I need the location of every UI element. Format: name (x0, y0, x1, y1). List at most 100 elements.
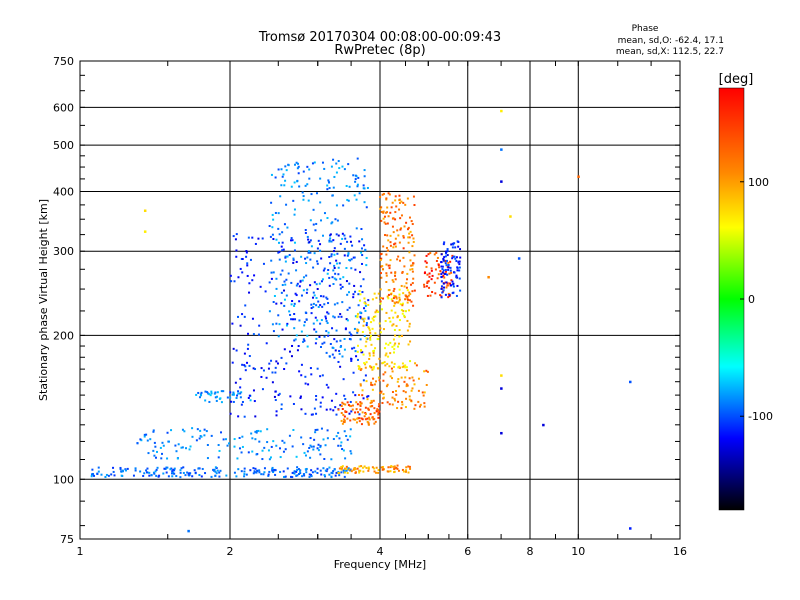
echo-point (392, 465, 395, 468)
echo-point (333, 303, 336, 306)
echo-point (402, 309, 405, 312)
echo-point (407, 471, 410, 474)
echo-point (386, 222, 389, 225)
echo-point (393, 470, 396, 473)
echo-point (326, 429, 329, 432)
echo-point (356, 185, 359, 188)
echo-point (335, 340, 338, 343)
echo-point (387, 192, 390, 195)
echo-point (338, 349, 341, 352)
echo-point (391, 279, 394, 282)
echo-point (316, 367, 319, 370)
echo-point (398, 296, 401, 299)
echo-point (258, 440, 261, 443)
echo-point (458, 269, 461, 272)
echo-point (261, 449, 264, 452)
echo-point (208, 400, 211, 403)
echo-point (293, 163, 296, 166)
echo-point (332, 239, 335, 242)
echo-point (447, 261, 450, 264)
echo-point (295, 294, 298, 297)
echo-point (148, 471, 151, 474)
echo-point (367, 395, 370, 398)
echo-point (289, 395, 292, 398)
echo-point (359, 338, 362, 341)
echo-point (398, 293, 401, 296)
echo-point (139, 470, 142, 473)
echo-point (179, 476, 182, 479)
echo-point (380, 466, 383, 469)
echo-point (444, 268, 447, 271)
echo-point (279, 447, 282, 450)
echo-point (407, 236, 410, 239)
echo-point (214, 470, 217, 473)
echo-point (363, 320, 366, 323)
echo-point (312, 266, 315, 269)
echo-point (281, 241, 284, 244)
echo-point (448, 294, 451, 297)
echo-point (407, 226, 410, 229)
echo-point (290, 237, 293, 240)
echo-point (279, 273, 282, 276)
echo-point (426, 294, 429, 297)
echo-point (389, 341, 392, 344)
echo-point (425, 384, 428, 387)
echo-point (216, 391, 219, 394)
echo-point (304, 257, 307, 260)
echo-point (369, 413, 372, 416)
echo-point (299, 280, 302, 283)
echo-point (370, 321, 373, 324)
echo-point (134, 469, 137, 472)
colorbar (718, 87, 745, 511)
echo-point (166, 431, 169, 434)
echo-point (316, 287, 319, 290)
echo-point (359, 403, 362, 406)
echo-point (281, 284, 284, 287)
echo-point (423, 370, 426, 373)
echo-point (298, 470, 301, 473)
echo-point (319, 469, 322, 472)
echo-point (360, 247, 363, 250)
echo-point (365, 466, 368, 469)
echo-point (310, 445, 313, 448)
echo-point (411, 270, 414, 273)
echo-point (230, 280, 233, 283)
echo-point (372, 319, 375, 322)
echo-point (395, 393, 398, 396)
echo-point (274, 176, 277, 179)
echo-point (441, 268, 444, 271)
echo-point (326, 468, 329, 471)
echo-point (356, 157, 359, 160)
echo-point (277, 168, 280, 171)
echo-point (354, 315, 357, 318)
echo-point (397, 345, 400, 348)
echo-point (226, 444, 229, 447)
echo-point (382, 211, 385, 214)
echo-point (384, 320, 387, 323)
echo-point (360, 349, 363, 352)
echo-point (326, 322, 329, 325)
echo-point (275, 322, 278, 325)
echo-point (399, 303, 402, 306)
echo-point (225, 474, 228, 477)
x-tick-label: 16 (673, 545, 687, 558)
echo-point (247, 332, 250, 335)
echo-point (391, 345, 394, 348)
y-axis-label: Stationary phase Virtual Height [km] (37, 199, 50, 401)
echo-point (367, 423, 370, 426)
echo-point (410, 389, 413, 392)
echo-point (316, 467, 319, 470)
echo-point (359, 408, 362, 411)
echo-point (332, 158, 335, 161)
echo-point (500, 374, 503, 377)
echo-point (304, 184, 307, 187)
echo-point (278, 323, 281, 326)
echo-point (356, 183, 359, 186)
echo-point (363, 301, 366, 304)
echo-point (434, 292, 437, 295)
echo-point (373, 467, 376, 470)
echo-point (390, 206, 393, 209)
echo-point (363, 334, 366, 337)
phase-stats-o: mean, sd,O: -62.4, 17.1 (618, 36, 724, 46)
echo-point (322, 467, 325, 470)
